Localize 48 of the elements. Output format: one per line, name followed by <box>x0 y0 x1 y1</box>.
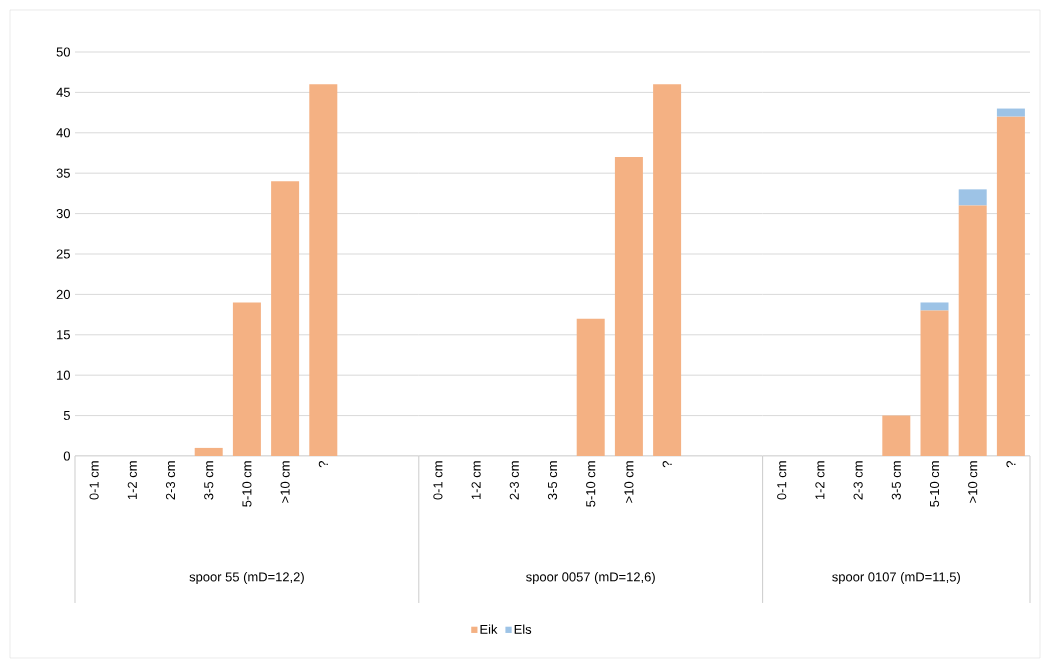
y-tick-label: 50 <box>56 47 70 57</box>
y-tick-label: 10 <box>57 370 70 380</box>
x-tick-label: >10 cm <box>280 461 290 503</box>
y-tick-label: 0 <box>63 451 70 461</box>
x-tick-label: >10 cm <box>968 461 978 503</box>
bar <box>309 84 338 456</box>
x-tick-label: 1-2 cm <box>127 461 137 500</box>
bar <box>271 181 300 456</box>
x-tick-label: 0-1 cm <box>89 461 99 500</box>
y-tick-label: 20 <box>56 289 70 299</box>
x-tick-label: 3-5 cm <box>547 461 558 500</box>
x-tick-label: ? <box>1006 460 1016 468</box>
x-tick-label: ? <box>318 460 328 468</box>
x-tick-label: 1-2 cm <box>471 461 481 500</box>
x-tick-label: >10 cm <box>624 461 634 503</box>
x-tick-label: 2-3 cm <box>509 461 519 500</box>
x-tick-label: 1-2 cm <box>815 461 825 500</box>
y-tick-label: 30 <box>56 209 70 219</box>
bar <box>996 116 1025 456</box>
x-tick-label: 5-10 cm <box>929 461 940 507</box>
bar <box>882 415 911 456</box>
y-tick-label: 40 <box>56 128 70 138</box>
bar <box>958 189 987 206</box>
y-tick-label: 5 <box>63 411 70 421</box>
bar <box>194 447 223 456</box>
x-tick-label: ? <box>662 460 672 468</box>
bar <box>920 310 949 456</box>
y-tick-label: 45 <box>56 87 70 97</box>
bar <box>996 108 1025 117</box>
x-tick-label: 2-3 cm <box>165 461 176 500</box>
x-tick-label: 0-1 cm <box>777 461 787 500</box>
y-tick-label: 15 <box>57 330 70 340</box>
x-tick-label: 3-5 cm <box>891 461 901 500</box>
y-tick-label: 25 <box>56 249 70 259</box>
legend-label: Eik <box>480 624 498 634</box>
x-axis-title: spoor 55 (mD=12,2) <box>189 571 304 585</box>
x-tick-label: 0-1 cm <box>433 461 443 500</box>
legend-label: Els <box>514 624 532 634</box>
x-axis-title: spoor 0107 (mD=11,5) <box>832 571 960 585</box>
bar <box>958 205 987 456</box>
x-tick-label: 5-10 cm <box>586 461 596 507</box>
x-tick-label: 5-10 cm <box>242 461 252 507</box>
y-tick-label: 35 <box>56 168 70 178</box>
bar <box>920 302 949 311</box>
x-tick-label: 3-5 cm <box>204 461 214 500</box>
x-axis-title: spoor 0057 (mD=12,6) <box>526 571 655 585</box>
x-tick-label: 2-3 cm <box>853 461 863 500</box>
bar <box>232 302 261 456</box>
